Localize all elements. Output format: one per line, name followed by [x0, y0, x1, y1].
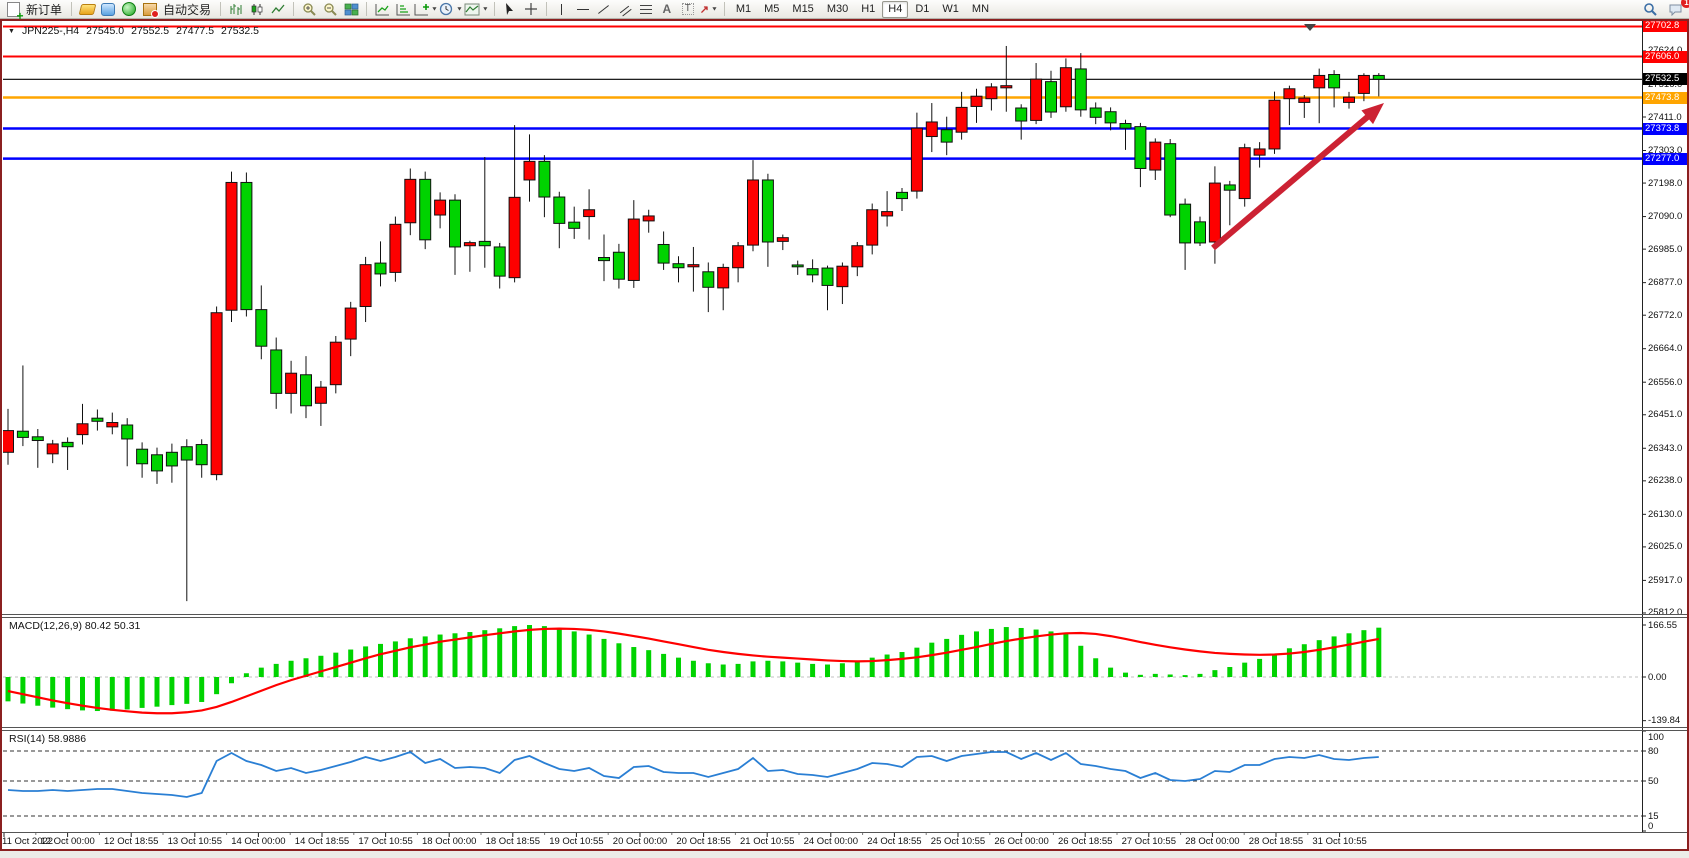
main-macd-divider-2 [0, 617, 1689, 618]
notifications-icon[interactable]: 1 [1666, 0, 1689, 18]
quote-high: 27552.5 [131, 25, 170, 37]
fibonacci-tool-icon[interactable] [636, 1, 656, 18]
indicators-window-icon[interactable] [372, 1, 392, 18]
toolbar-separator [293, 2, 295, 16]
new-order-icon[interactable] [3, 1, 24, 21]
indicator-list-icon[interactable] [393, 1, 413, 18]
trend-arrow-annotation[interactable] [1211, 103, 1384, 251]
zoom-out-icon[interactable] [320, 1, 340, 18]
toolbar-separator [545, 2, 547, 16]
toolbar-separator [71, 2, 73, 16]
signals-icon[interactable] [119, 1, 139, 18]
dropdown-arrow-icon: ▼ [431, 6, 438, 12]
quote-close: 27532.5 [221, 25, 260, 37]
line-chart-icon[interactable] [268, 1, 288, 18]
toolbar-separator [493, 2, 495, 16]
quote-low: 27477.5 [176, 25, 215, 37]
chart-window-bottom-border [0, 849, 1689, 851]
chart-window-right-border [1687, 19, 1689, 851]
crosshair-icon[interactable] [521, 1, 541, 18]
vertical-line-tool-icon[interactable] [552, 1, 572, 18]
dropdown-arrow-icon: ▼ [455, 6, 463, 12]
auto-trading-icon[interactable] [140, 1, 160, 18]
timeframe-m30-button[interactable]: M30 [826, 2, 849, 15]
equidistant-channel-tool-icon[interactable] [615, 1, 635, 18]
quote-open: 27545.0 [86, 25, 125, 37]
arrows-tool-icon[interactable]: ↗ ▼ [699, 3, 718, 16]
market-depth-icon[interactable] [77, 1, 97, 18]
macd-rsi-divider-2 [0, 730, 1689, 731]
timeframe-h4-button[interactable]: H4 [882, 0, 909, 18]
time-axis-ticks [3, 833, 1341, 837]
toolbar-separator [723, 2, 725, 16]
timeframe-w1-button[interactable]: W1 [942, 2, 959, 15]
tile-windows-icon[interactable] [341, 1, 361, 18]
symbol-timeframe-label: JPN225-,H4 [21, 25, 80, 37]
horizontal-line-tool-icon[interactable] [573, 1, 593, 18]
text-tool-icon[interactable]: A [662, 2, 672, 16]
auto-trading-label[interactable]: 自动交易 [163, 2, 212, 17]
timeframe-m5-button[interactable]: M5 [764, 2, 780, 15]
quote-line: ▼ JPN225-,H4 27545.0 27552.5 27477.5 275… [8, 25, 259, 37]
chart-window-top-border [0, 19, 1689, 21]
notification-count-badge: 1 [1681, 0, 1689, 8]
new-order-label[interactable]: 新订单 [26, 2, 63, 17]
periods-clock-icon[interactable]: ▼ [439, 1, 463, 18]
search-icon[interactable] [1640, 1, 1660, 18]
dropdown-arrow-icon: ▼ [481, 6, 489, 12]
chart-shift-marker[interactable] [1304, 24, 1316, 31]
rsi-pane [3, 750, 1642, 817]
rsi-timeaxis-divider [0, 832, 1689, 833]
macd-pane [3, 625, 1642, 715]
macd-indicator-label: MACD(12,26,9) 80.42 50.31 [9, 620, 141, 632]
candlestick-chart-icon[interactable] [247, 1, 267, 18]
toolbar-separator [220, 2, 222, 16]
candles-layer [3, 45, 1385, 602]
timeframe-h1-button[interactable]: H1 [861, 2, 876, 15]
dropdown-arrow-icon: ▼ [710, 6, 718, 12]
collapse-triangle-icon[interactable]: ▼ [8, 27, 15, 35]
timeframe-m1-button[interactable]: M1 [735, 2, 752, 15]
toolbar-separator [366, 2, 368, 16]
add-indicator-icon[interactable]: ▼ [414, 1, 438, 18]
level-lines-layer[interactable] [3, 25, 1642, 160]
text-label-tool-icon[interactable]: T [678, 1, 698, 18]
bar-chart-icon[interactable] [226, 1, 246, 18]
toolbar: 新订单 自动交易 ▼ ▼ ▼ [0, 0, 1689, 21]
community-icon[interactable] [98, 1, 118, 18]
timeframe-m15-button[interactable]: M15 [792, 2, 814, 15]
macd-rsi-divider[interactable] [0, 727, 1689, 728]
timeframe-mn-button[interactable]: MN [971, 2, 990, 15]
price-axis-separator [1642, 21, 1643, 833]
timeframe-d1-button[interactable]: D1 [915, 2, 930, 15]
chart-window-left-border [0, 19, 2, 851]
main-macd-divider[interactable] [0, 614, 1689, 615]
zoom-in-icon[interactable] [299, 1, 319, 18]
rsi-indicator-label: RSI(14) 58.9886 [9, 733, 87, 745]
cursor-icon[interactable] [500, 1, 520, 18]
window-bottom-strip [0, 851, 1689, 858]
templates-icon[interactable]: ▼ [464, 1, 489, 18]
trend-line-tool-icon[interactable] [594, 1, 614, 18]
